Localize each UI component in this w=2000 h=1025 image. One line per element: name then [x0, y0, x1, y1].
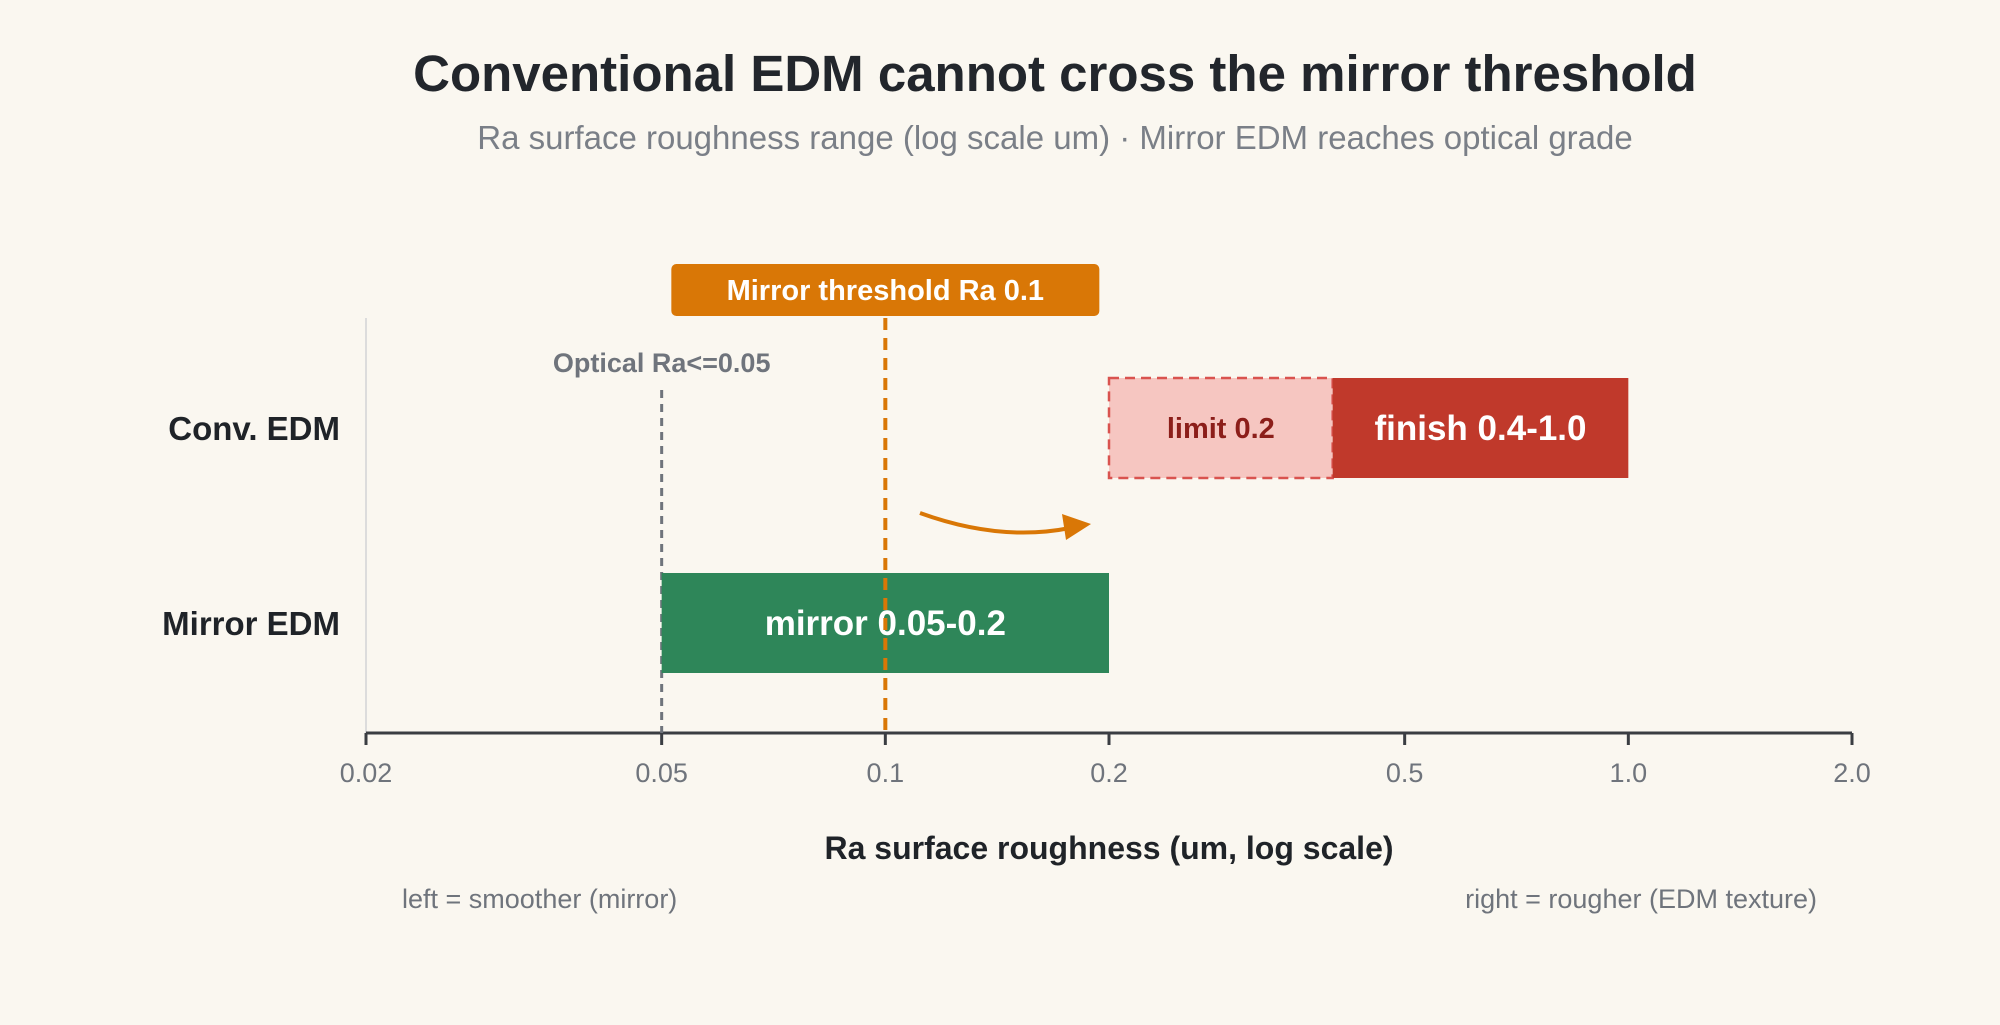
bar-label: finish 0.4-1.0 [1374, 409, 1586, 448]
chart-title: Conventional EDM cannot cross the mirror… [413, 45, 1697, 102]
limit-range-bar [1107, 376, 1334, 480]
curved-arrow-icon [919, 511, 1071, 535]
x-tick-label: 0.5 [1386, 758, 1424, 788]
x-tick-label: 0.02 [340, 758, 393, 788]
x-axis-title: Ra surface roughness (um, log scale) [824, 830, 1393, 866]
arrowhead-icon [1062, 514, 1091, 540]
x-tick-label: 0.1 [867, 758, 905, 788]
row-label: Mirror EDM [162, 605, 340, 642]
x-tick-label: 1.0 [1610, 758, 1648, 788]
x-tick-label: 2.0 [1833, 758, 1871, 788]
x-tick-label: 0.05 [635, 758, 688, 788]
x-tick-label: 0.2 [1090, 758, 1128, 788]
chart-subtitle: Ra surface roughness range (log scale um… [477, 119, 1633, 156]
threshold-label-box [671, 264, 1100, 316]
bar-label: limit 0.2 [1167, 413, 1275, 445]
x-axis-right-note: right = rougher (EDM texture) [1465, 884, 1817, 914]
row-label: Conv. EDM [168, 410, 340, 447]
optical-reference-label: Optical Ra<=0.05 [553, 348, 771, 378]
x-axis-left-note: left = smoother (mirror) [402, 884, 677, 914]
range-bar [1332, 378, 1629, 478]
threshold-label: Mirror threshold Ra 0.1 [727, 275, 1044, 307]
